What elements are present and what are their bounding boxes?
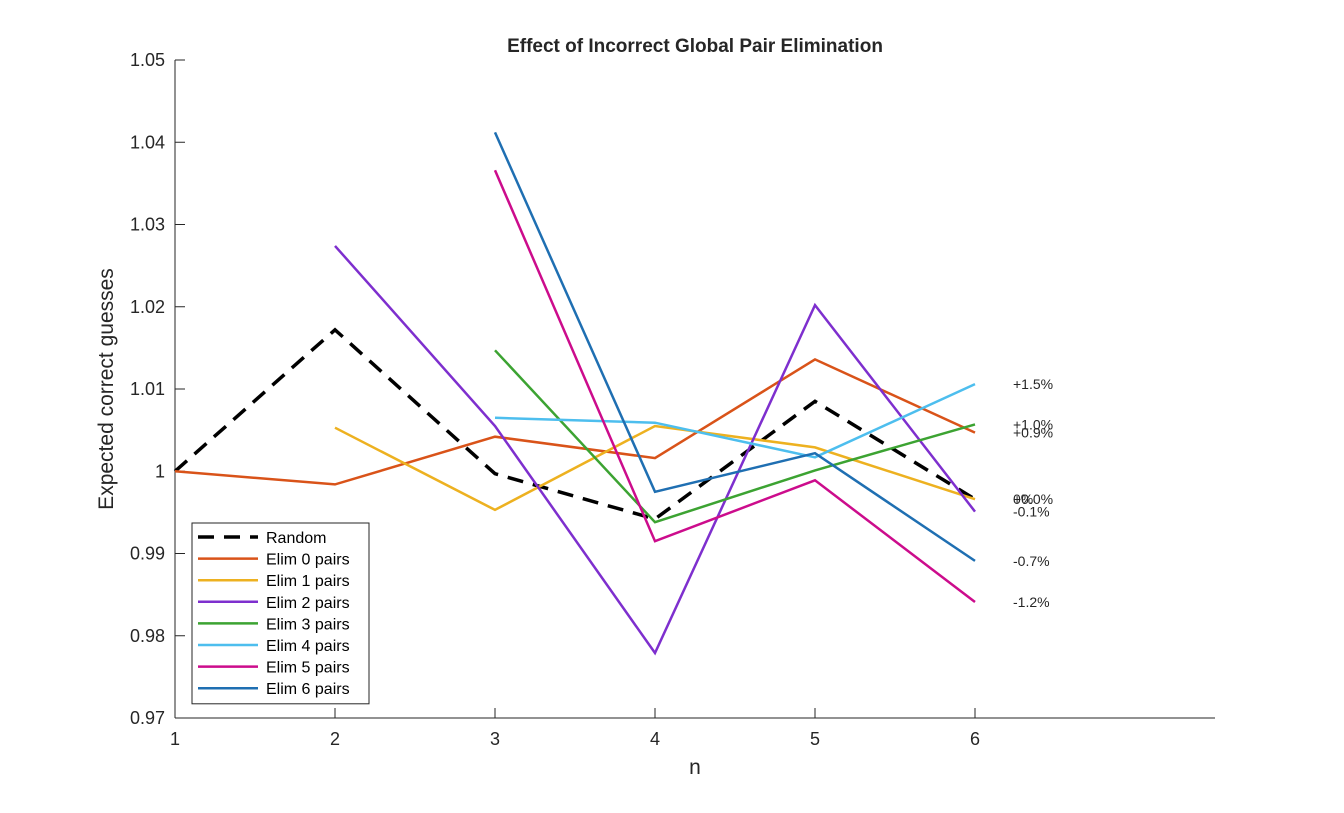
legend-label: Elim 3 pairs xyxy=(266,616,350,633)
end-label: -1.2% xyxy=(1013,594,1050,610)
end-label: -0.7% xyxy=(1013,553,1050,569)
legend-box xyxy=(191,522,370,705)
end-label: 0% xyxy=(1013,491,1033,507)
y-axis-label: Expected correct guesses xyxy=(95,268,118,510)
series-line-elim-2-pairs xyxy=(334,245,976,656)
y-tick-label: 1.01 xyxy=(130,379,165,399)
x-axis-label: n xyxy=(689,756,701,779)
series-line-elim-5-pairs xyxy=(493,169,976,603)
end-label: +1.5% xyxy=(1013,376,1053,392)
y-tick-label: 1.02 xyxy=(130,297,165,317)
x-tick-label: 6 xyxy=(970,729,980,749)
x-tick-label: 2 xyxy=(330,729,340,749)
y-tick-label: 1.04 xyxy=(130,132,165,152)
legend-label: Elim 4 pairs xyxy=(266,638,350,655)
x-tick-label: 1 xyxy=(170,729,180,749)
series-layer xyxy=(173,131,976,656)
end-label: +1.0% xyxy=(1013,416,1053,432)
end-label: +0.9% xyxy=(1013,425,1053,441)
y-tick-label: 0.99 xyxy=(130,544,165,564)
legend-label: Elim 1 pairs xyxy=(266,573,350,590)
legend-label: Elim 2 pairs xyxy=(266,595,350,612)
y-tick-label: 0.97 xyxy=(130,708,165,728)
legend: Random Elim 0 pairs Elim 1 pairs Elim 2 pai… xyxy=(191,522,370,705)
legend-label: Elim 5 pairs xyxy=(266,660,350,677)
end-label: -0.1% xyxy=(1013,504,1050,520)
legend-label: Elim 0 pairs xyxy=(266,552,350,569)
legend-label: Random xyxy=(266,530,326,547)
series-line-elim-0-pairs xyxy=(174,357,976,486)
y-tick-label: 0.98 xyxy=(130,626,165,646)
y-tick-label: 1.03 xyxy=(130,215,165,235)
y-tick-label: 1 xyxy=(155,461,165,481)
end-annotations: 0% +0.9% +0.0%-0.1% +1.0% +1.5% -1.2% -0.7% xyxy=(1013,376,1053,610)
series-line-elim-1-pairs xyxy=(334,424,976,512)
x-tick-label: 3 xyxy=(490,729,500,749)
series-line-elim-6-pairs xyxy=(493,131,976,562)
axes: 1 2 3 4 5 6 0.97 0.98 0.99 1 1.01 1.02 1.03 1.04 1.05 xyxy=(130,50,1215,749)
legend-label: Elim 6 pairs xyxy=(266,681,350,698)
end-label: +0.0% xyxy=(1013,491,1053,507)
chart-title: Effect of Incorrect Global Pair Eliminat… xyxy=(507,36,883,57)
series-line-elim-4-pairs xyxy=(494,382,976,459)
series-line-elim-3-pairs xyxy=(494,349,976,524)
x-tick-label: 4 xyxy=(650,729,660,749)
y-tick-label: 1.05 xyxy=(130,50,165,70)
x-tick-label: 5 xyxy=(810,729,820,749)
